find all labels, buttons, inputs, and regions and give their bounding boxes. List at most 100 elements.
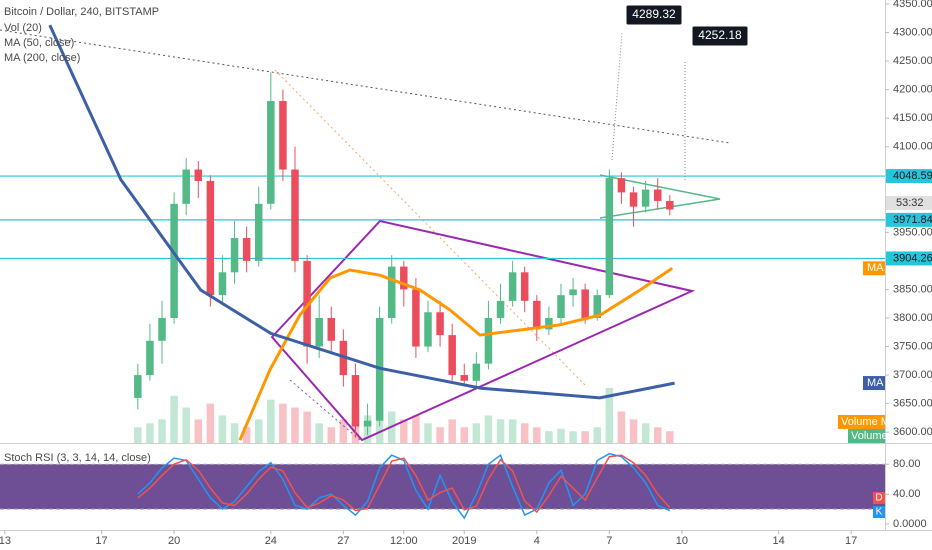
volume-bar [653,427,662,443]
x-tick-label: 24 [265,535,277,547]
rsi-tick-label: 40.00 [893,488,921,500]
x-tick-label: 10 [676,535,688,547]
y-tick-label: 4200.00 [893,84,932,96]
tag-text: Volume MA [841,416,898,428]
candle-body [206,180,215,296]
dotted-trendline [0,29,731,144]
candle-body [653,189,662,201]
rsi-tick-label: 80.00 [893,458,921,470]
volume-bar [508,419,517,443]
rsi-tag [873,506,885,518]
price-line-label: 3904.26 [893,252,932,264]
volume-bar [545,431,553,443]
volume-bar [242,427,251,443]
price-line-tag [886,169,932,184]
volume-bar [605,387,614,443]
volume-bar [254,419,263,443]
volume-bar [496,419,505,443]
annotation-text: 4252.18 [698,28,742,42]
candle-body [267,101,275,204]
ma-tag-text: MA [867,262,884,274]
volume-bar [557,428,565,443]
price-line-tag [886,212,932,227]
target-line [611,31,623,161]
y-tick-label: 4350.00 [893,0,932,10]
candle-body [448,335,456,376]
candle-body [424,312,432,347]
annotation-text: 4289.32 [632,7,676,21]
legend-item: MA (200, close) [4,52,80,64]
dotted-trendline [274,69,586,386]
volume-bar [158,419,166,443]
volume-bar [303,411,311,443]
x-tick-label: 4 [534,535,540,547]
y-tick-label: 3600.00 [893,426,932,438]
candle-body [230,238,239,273]
legend-item: Vol (20) [4,22,42,34]
candle-body [472,363,481,381]
candle-body [666,200,674,210]
rsi-title: Stoch RSI (3, 3, 14, 14, close) [4,452,151,464]
price-layer [0,24,885,441]
candle-body [496,300,505,318]
volume-bar [629,419,638,443]
candle-body [158,317,166,341]
candle-body [363,420,372,427]
x-tick-label: 14 [772,535,784,547]
annotation-box [625,4,683,26]
candle-body [617,178,626,193]
candle-body [557,295,565,318]
price-line-label: 3971.84 [893,214,932,226]
countdown-box [886,196,932,210]
x-tick-label: 17 [95,535,107,547]
candle-body [303,260,311,347]
volume-bar [460,427,469,443]
volume-bar [315,423,323,443]
ma-tag-text: MA [867,377,884,389]
y-tick-label: 3700.00 [893,369,932,381]
volume-bar [666,431,674,443]
candle-body [351,375,360,427]
candle-body [291,169,299,261]
y-tick-label: 4300.00 [893,26,932,38]
rsi-pane [0,452,885,520]
y-tick-label: 3800.00 [893,312,932,324]
candle-body [484,317,493,364]
legend: Bitcoin / Dollar, 240, BITSTAMP Vol (20)… [4,6,159,464]
volume-bar [291,407,299,443]
volume-bar [194,419,203,443]
candle-body [641,189,650,207]
x-tick-label: 12:00 [390,535,418,547]
candle-body [605,178,614,296]
volume-bar [424,423,432,443]
candle-body [315,317,323,347]
tag-box [848,429,885,443]
x-tick-label: 17 [845,535,857,547]
ma-line [238,267,674,441]
countdown: 53:32 [896,197,924,209]
x-tick-label: 13 [0,535,11,547]
x-tick-label: 27 [337,535,349,547]
x-tick-label: 2019 [452,535,476,547]
candle-body [508,272,517,301]
tag-box [838,415,885,429]
candle-body [412,289,420,347]
volume-bar [617,411,626,443]
volume-bar [412,415,420,443]
volume-bar [520,423,529,443]
ma-line [48,24,675,400]
candle-body [134,375,142,398]
volume-bar [484,415,493,443]
ma-tag [863,261,885,276]
volume-bar [593,427,602,443]
annotation: 4289.32 4252.18 [625,4,749,47]
candle-body [400,266,408,290]
volume-layer [134,387,674,443]
volume-bar [267,399,275,443]
candle-body [520,272,529,301]
volume-bar [533,427,541,443]
x-tick-label: 20 [168,535,180,547]
candle-body [242,238,251,261]
